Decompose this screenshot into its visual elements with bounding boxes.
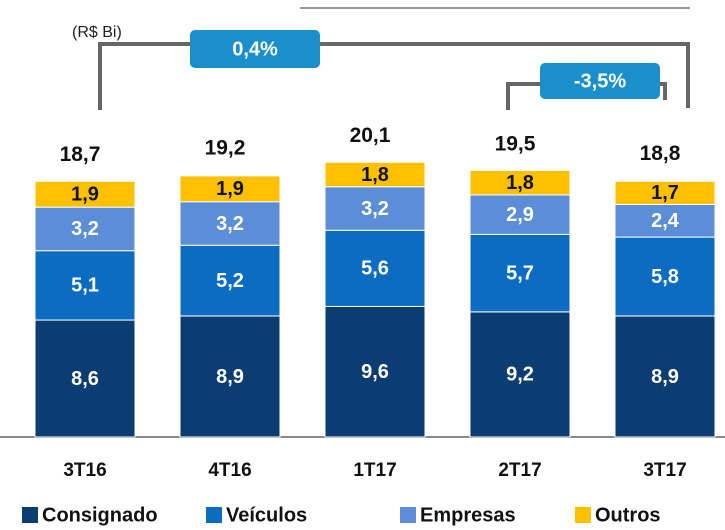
annotation: 0,4% [232, 38, 278, 60]
segment-label: 8,9 [651, 366, 679, 388]
segment-label: 1,9 [216, 178, 244, 200]
x-tick-label: 3T17 [643, 460, 686, 481]
bar-segment [324, 161, 426, 188]
segment-label: 1,8 [506, 172, 534, 194]
x-tick-label: 3T16 [63, 460, 106, 481]
legend-label: Empresas [420, 504, 516, 526]
segment-label: 1,9 [71, 184, 99, 206]
legend-label: Consignado [42, 504, 158, 526]
total-label: 20,1 [350, 124, 391, 147]
annotation: -3,5% [574, 70, 626, 92]
segment-label: 5,7 [506, 262, 534, 284]
segment-label: 1,8 [361, 164, 389, 186]
bar-segment [34, 180, 136, 208]
bar-segment [179, 201, 281, 246]
legend-swatch [400, 507, 416, 523]
legend-swatch [22, 507, 38, 523]
bar-segment [469, 233, 571, 313]
annotation-box [190, 30, 320, 68]
x-tick-label: 2T17 [498, 460, 541, 481]
segment-label: 5,2 [216, 270, 244, 292]
segment-label: 5,8 [651, 266, 679, 288]
bar-segment [34, 206, 136, 252]
segment-label: 1,7 [651, 182, 679, 204]
legend-label: Outros [595, 504, 661, 526]
bar-segment [179, 175, 281, 203]
bar-segment [469, 311, 571, 438]
bar-segment [614, 180, 716, 205]
bar-segment [614, 203, 716, 238]
segment-label: 9,6 [361, 361, 389, 383]
segment-label: 3,2 [216, 213, 244, 235]
bar-segment [179, 244, 281, 317]
legend-label: Veículos [226, 504, 307, 526]
segment-label: 9,2 [506, 364, 534, 386]
total-label: 18,7 [60, 143, 101, 166]
bar-segment [614, 315, 716, 438]
total-label: 18,8 [640, 142, 681, 165]
legend-swatch [575, 507, 591, 523]
bar-segment [179, 315, 281, 438]
x-tick-label: 1T17 [353, 460, 396, 481]
bar-segment [469, 194, 571, 235]
total-label: 19,2 [205, 136, 246, 159]
x-tick-label: 4T16 [208, 460, 251, 481]
bar-segment [614, 236, 716, 317]
segment-label: 3,2 [71, 218, 99, 240]
bar-segment [34, 250, 136, 321]
bracket [98, 42, 690, 110]
bar-segment [469, 169, 571, 196]
annotation-box [540, 63, 660, 99]
segment-label: 2,9 [506, 204, 534, 226]
bar-segment [324, 305, 426, 438]
unit-label: (R$ Bi) [72, 24, 122, 41]
legend-swatch [206, 507, 222, 523]
segment-label: 5,6 [361, 258, 389, 280]
bar-segment [324, 186, 426, 231]
bar-segment [324, 229, 426, 307]
total-label: 19,5 [495, 132, 536, 155]
segment-label: 2,4 [651, 210, 680, 232]
segment-label: 8,6 [71, 368, 99, 390]
segment-label: 5,1 [71, 275, 99, 297]
segment-label: 3,2 [361, 198, 389, 220]
segment-label: 8,9 [216, 366, 244, 388]
